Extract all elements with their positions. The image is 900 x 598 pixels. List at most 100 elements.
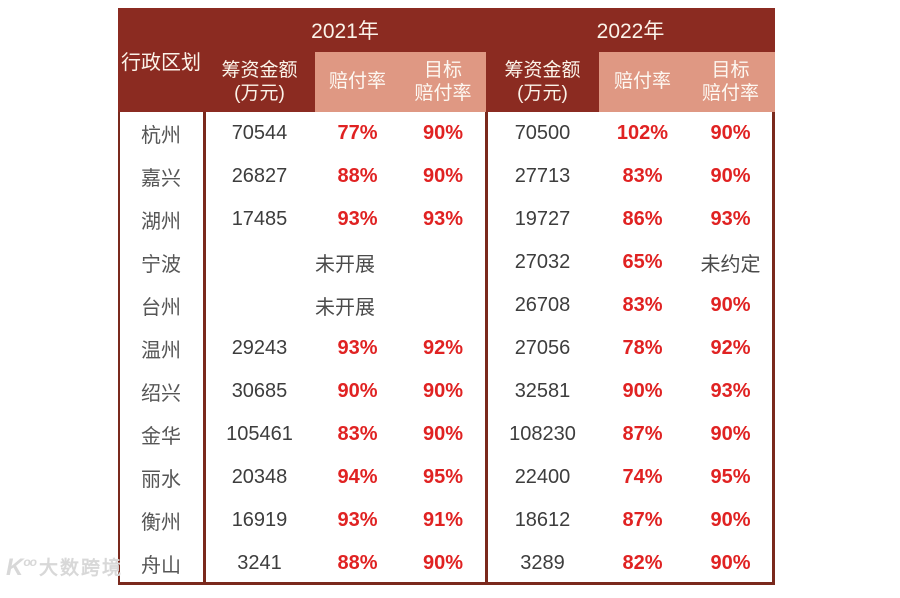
payout-2022-cell: 102% — [616, 122, 669, 144]
header-funding-2021-line2: (万元) — [234, 83, 285, 104]
not-conducted-2021-cell: 未开展 — [315, 254, 375, 276]
funding-2022-cell: 27056 — [514, 337, 571, 359]
table-row-wenzhou: 温州 29243 93% 92% 27056 78% 92% — [118, 327, 775, 370]
header-target-2021-line2: 赔付率 — [414, 83, 472, 104]
header-funding-2021: 筹资金额 (万元) — [204, 52, 315, 112]
target-2022-cell: 90% — [710, 122, 751, 144]
funding-2021-cell: 105461 — [226, 423, 293, 445]
header-funding-2022: 筹资金额 (万元) — [486, 52, 599, 112]
table-row-taizhou: 台州 未开展 26708 83% 90% — [118, 284, 775, 327]
payout-2022-cell: 74% — [622, 466, 663, 488]
payout-2021-cell: 88% — [337, 552, 378, 574]
region-cell: 台州 — [141, 297, 181, 319]
table-row-ningbo: 宁波 未开展 27032 65% 未约定 — [118, 241, 775, 284]
target-2021-cell: 90% — [422, 122, 464, 144]
payout-2021-cell: 94% — [337, 466, 378, 488]
funding-2022-cell: 26708 — [514, 294, 571, 316]
payout-2022-cell: 82% — [622, 552, 663, 574]
watermark-logo-icon: Koo — [6, 554, 37, 581]
table-row-huzhou: 湖州 17485 93% 93% 19727 86% 93% — [118, 198, 775, 241]
funding-2021-cell: 70544 — [231, 122, 288, 144]
funding-2022-cell: 70500 — [514, 122, 571, 144]
payout-2021-cell: 88% — [337, 165, 378, 187]
target-2021-cell: 90% — [422, 165, 464, 187]
payout-2022-cell: 87% — [622, 509, 663, 531]
header-target-2021: 目标 赔付率 — [400, 52, 486, 112]
target-2021-cell: 95% — [422, 466, 464, 488]
watermark-text: 大数跨境 — [39, 558, 124, 580]
table-row-jinhua: 金华 105461 83% 90% 108230 87% 90% — [118, 413, 775, 456]
target-2022-cell: 93% — [710, 208, 751, 230]
header-target-2022-line1: 目标 — [711, 59, 750, 81]
table-header: 行政区划 2021年 2022年 筹资金额 (万元) 赔付率 目标 赔付率 筹资… — [118, 8, 775, 112]
target-2022-cell: 93% — [710, 380, 751, 402]
region-cell: 嘉兴 — [141, 168, 181, 190]
payout-2022-cell: 86% — [622, 208, 663, 230]
payout-2022-cell: 87% — [622, 423, 663, 445]
header-payout-2021: 赔付率 — [315, 52, 400, 112]
table-border-right — [772, 112, 775, 582]
region-cell: 温州 — [141, 340, 181, 362]
table-border-region-divider — [203, 112, 206, 582]
region-cell: 丽水 — [141, 469, 181, 491]
funding-2022-cell: 108230 — [509, 423, 576, 445]
target-2021-cell: 90% — [422, 423, 464, 445]
target-2021-cell: 90% — [422, 552, 464, 574]
target-2021-cell: 91% — [422, 509, 464, 531]
header-payout-2022: 赔付率 — [599, 52, 686, 112]
header-target-2021-line1: 目标 — [423, 59, 462, 81]
table-row-shaoxing: 绍兴 30685 90% 90% 32581 90% 93% — [118, 370, 775, 413]
table-border-left — [118, 112, 120, 582]
funding-2021-cell: 16919 — [231, 509, 288, 531]
table-border-bottom — [118, 582, 775, 585]
payout-2022-cell: 90% — [622, 380, 663, 402]
table-row-hengzhou: 衡州 16919 93% 91% 18612 87% 90% — [118, 499, 775, 542]
watermark: Koo 大数跨境 — [6, 556, 123, 580]
target-2021-cell: 90% — [422, 380, 464, 402]
header-funding-2021-line1: 筹资金额 — [221, 59, 298, 81]
header-funding-2022-line1: 筹资金额 — [504, 59, 581, 81]
table-border-year-divider — [485, 112, 488, 582]
not-conducted-2021-cell: 未开展 — [315, 297, 375, 319]
payout-2021-cell: 90% — [337, 380, 378, 402]
header-region: 行政区划 — [121, 51, 201, 74]
target-2022-cell: 92% — [710, 337, 751, 359]
funding-2021-cell: 30685 — [231, 380, 288, 402]
header-target-2022: 目标 赔付率 — [686, 52, 775, 112]
funding-2022-cell: 19727 — [514, 208, 571, 230]
region-cell: 舟山 — [141, 555, 181, 577]
table-body: 杭州 70544 77% 90% 70500 102% 90% 嘉兴 26827… — [118, 112, 775, 585]
table-row-jiaxing: 嘉兴 26827 88% 90% 27713 83% 90% — [118, 155, 775, 198]
funding-2022-cell: 22400 — [514, 466, 571, 488]
payout-2022-cell: 78% — [622, 337, 663, 359]
payout-2021-cell: 93% — [337, 208, 378, 230]
table-row-lishui: 丽水 20348 94% 95% 22400 74% 95% — [118, 456, 775, 499]
payout-2022-cell: 83% — [622, 165, 663, 187]
target-2022-cell: 未约定 — [700, 254, 761, 276]
region-cell: 金华 — [141, 426, 181, 448]
payout-2021-cell: 83% — [337, 423, 378, 445]
table-row-zhoushan: 舟山 3241 88% 90% 3289 82% 90% — [118, 542, 775, 585]
region-cell: 宁波 — [141, 254, 181, 276]
payout-2022-cell: 65% — [622, 251, 663, 273]
funding-2022-cell: 32581 — [514, 380, 571, 402]
medical-insurance-table: 行政区划 2021年 2022年 筹资金额 (万元) 赔付率 目标 赔付率 筹资… — [118, 8, 775, 585]
header-funding-2022-line2: (万元) — [517, 83, 568, 104]
region-cell: 杭州 — [141, 125, 181, 147]
target-2022-cell: 90% — [710, 509, 751, 531]
payout-2022-cell: 83% — [622, 294, 663, 316]
funding-2021-cell: 29243 — [231, 337, 288, 359]
target-2022-cell: 90% — [710, 165, 751, 187]
target-2022-cell: 90% — [710, 294, 751, 316]
funding-2022-cell: 27032 — [514, 251, 571, 273]
header-payout-2021-label: 赔付率 — [328, 71, 386, 93]
funding-2021-cell: 26827 — [231, 165, 288, 187]
payout-2021-cell: 77% — [337, 122, 378, 144]
region-cell: 绍兴 — [141, 383, 181, 405]
header-target-2022-line2: 赔付率 — [701, 83, 759, 104]
payout-2021-cell: 93% — [337, 509, 378, 531]
funding-2021-cell: 17485 — [231, 208, 288, 230]
target-2022-cell: 90% — [710, 423, 751, 445]
funding-2022-cell: 18612 — [514, 509, 571, 531]
